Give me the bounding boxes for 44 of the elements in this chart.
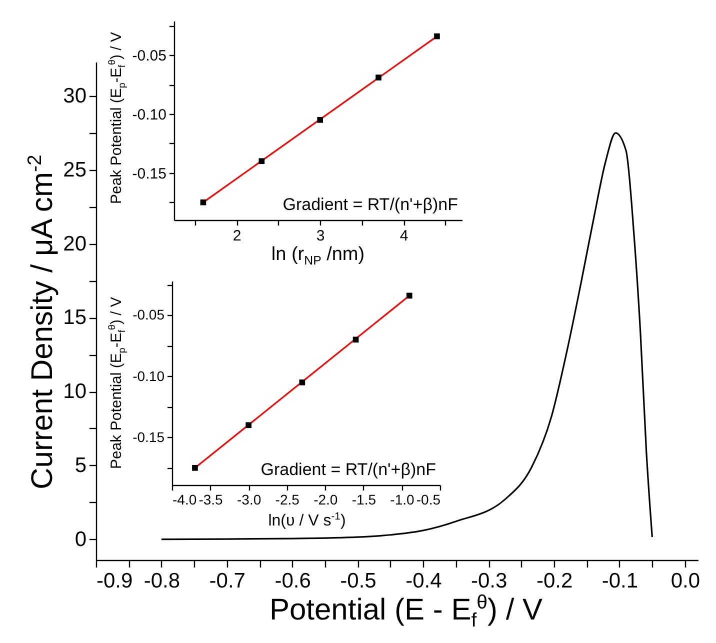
y-tick-label: 30 [63, 84, 86, 108]
x-tick-label: -0.9 [96, 570, 133, 592]
x-tick-label: -0.4 [406, 570, 442, 592]
x-tick-label: 4 [400, 228, 408, 244]
y-tick-label: -0.05 [132, 48, 166, 65]
point [376, 74, 382, 80]
x-tick-label: -0.5 [340, 570, 376, 592]
y-tick-label: 20 [63, 232, 86, 256]
x-axis-title: ln(υ / V s$^{-1}$) [268, 511, 346, 530]
y-tick-label: 25 [63, 158, 86, 182]
x-tick-label: -0.5 [416, 492, 441, 508]
x-tick-label: -1.0 [390, 492, 414, 508]
y-tick-label: 0 [74, 528, 86, 551]
x-tick-label: -3.0 [237, 492, 262, 508]
x-tick-label: -3.5 [198, 492, 224, 508]
y-tick-label: 5 [74, 454, 86, 477]
x-axis-title: ln (r$_{NP}$ /nm) [271, 244, 365, 268]
x-tick-label: -2.5 [275, 492, 300, 508]
x-tick-label: -0.1 [602, 570, 638, 592]
x-tick-label: -0.8 [144, 570, 180, 592]
x-axis-title: Potential (E - E$_{f}$$^{θ}$) / V [269, 591, 543, 632]
x-tick-label: 2 [232, 228, 242, 244]
y-tick-label: -0.05 [132, 306, 165, 323]
x-tick-label: 3 [316, 228, 325, 244]
point [200, 199, 206, 206]
x-tick-label: -1.5 [352, 492, 376, 508]
x-tick-label: -0.2 [536, 570, 573, 592]
x-tick-label: -0.6 [274, 570, 311, 592]
point [258, 158, 265, 164]
x-tick-label: -0.7 [209, 570, 246, 592]
point [434, 33, 440, 40]
annotation: Gradient = RT/(n'+β)nF [260, 460, 436, 479]
x-tick-label: -0.3 [471, 570, 508, 592]
y-tick-label: -0.15 [132, 165, 166, 182]
y-tick-label: -0.10 [132, 368, 165, 384]
x-tick-label: 0.0 [670, 570, 700, 592]
y-tick-label: 10 [63, 380, 86, 404]
x-tick-label: -4.0 [172, 492, 197, 508]
y-tick-label: -0.15 [132, 428, 165, 445]
y-tick-label: -0.10 [132, 106, 166, 124]
point [317, 116, 324, 123]
annotation: Gradient = RT/(n'+β)nF [282, 195, 458, 214]
x-tick-label: -2.0 [314, 492, 338, 508]
y-tick-label: 15 [63, 306, 86, 330]
